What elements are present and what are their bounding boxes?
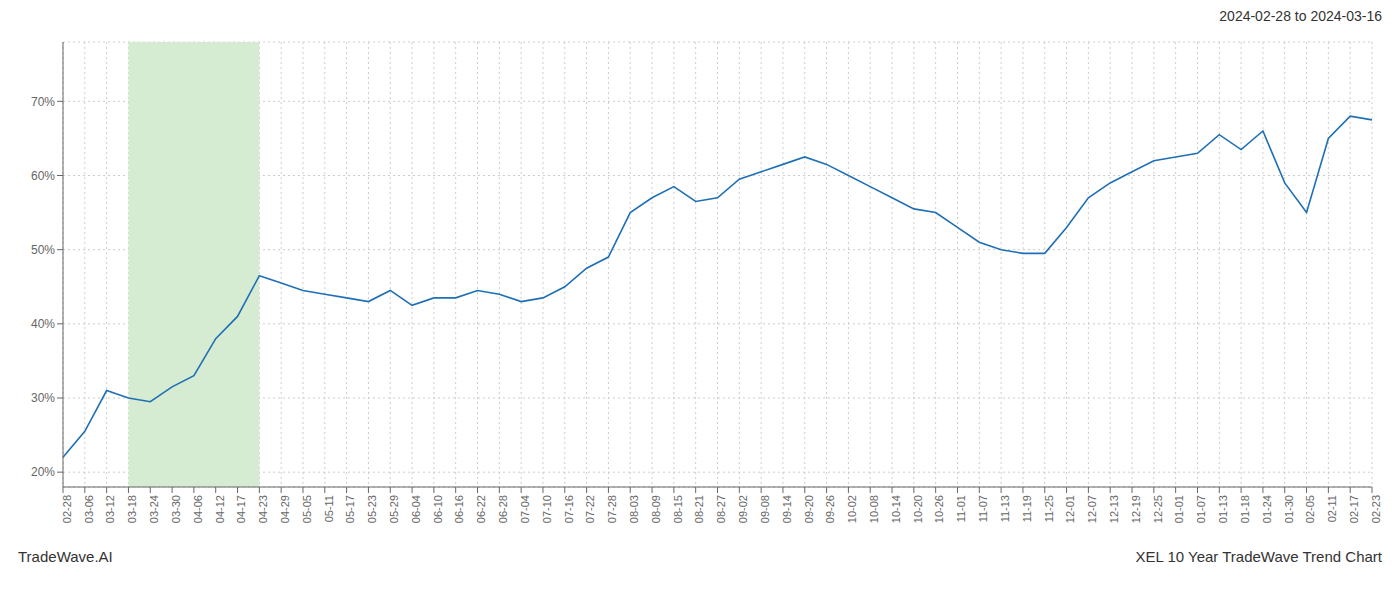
svg-text:04-12: 04-12 — [214, 495, 226, 523]
svg-text:06-10: 06-10 — [432, 495, 444, 523]
svg-text:09-14: 09-14 — [781, 495, 793, 523]
svg-text:09-08: 09-08 — [759, 495, 771, 523]
svg-text:08-09: 08-09 — [650, 495, 662, 523]
svg-text:03-30: 03-30 — [170, 495, 182, 523]
svg-text:08-21: 08-21 — [693, 495, 705, 523]
svg-text:05-17: 05-17 — [344, 495, 356, 523]
html-text:TradeWave.AI: TradeWave.AI — [18, 548, 113, 565]
svg-text:06-04: 06-04 — [410, 495, 422, 523]
svg-text:11-07: 11-07 — [977, 495, 989, 522]
svg-text:01-30: 01-30 — [1283, 495, 1295, 523]
svg-text:30%: 30% — [31, 391, 55, 405]
svg-text:10-20: 10-20 — [912, 495, 924, 523]
svg-text:11-13: 11-13 — [999, 495, 1011, 522]
svg-text:05-23: 05-23 — [366, 495, 378, 523]
svg-text:10-08: 10-08 — [868, 495, 880, 523]
svg-text:12-25: 12-25 — [1152, 495, 1164, 523]
svg-text:05-29: 05-29 — [388, 495, 400, 523]
svg-text:01-18: 01-18 — [1239, 495, 1251, 523]
svg-text:04-23: 04-23 — [257, 495, 269, 523]
html-text:2024-02-28 to 2024-03-16: 2024-02-28 to 2024-03-16 — [1219, 8, 1382, 24]
svg-text:20%: 20% — [31, 465, 55, 479]
svg-text:50%: 50% — [31, 243, 55, 257]
svg-text:07-22: 07-22 — [584, 495, 596, 523]
svg-text:04-29: 04-29 — [279, 495, 291, 523]
svg-text:40%: 40% — [31, 317, 55, 331]
svg-text:11-19: 11-19 — [1021, 495, 1033, 522]
svg-text:02-11: 02-11 — [1326, 495, 1338, 522]
svg-text:11-25: 11-25 — [1043, 495, 1055, 522]
svg-text:04-06: 04-06 — [192, 495, 204, 523]
svg-text:12-19: 12-19 — [1130, 495, 1142, 523]
svg-text:01-07: 01-07 — [1195, 495, 1207, 523]
svg-text:02-17: 02-17 — [1348, 495, 1360, 523]
svg-text:07-04: 07-04 — [519, 495, 531, 523]
svg-text:09-02: 09-02 — [737, 495, 749, 523]
svg-text:03-18: 03-18 — [126, 495, 138, 523]
svg-text:03-12: 03-12 — [104, 495, 116, 523]
svg-text:02-23: 02-23 — [1370, 495, 1382, 523]
svg-text:07-10: 07-10 — [541, 495, 553, 523]
svg-text:08-03: 08-03 — [628, 495, 640, 523]
svg-text:12-13: 12-13 — [1108, 495, 1120, 523]
svg-text:01-13: 01-13 — [1217, 495, 1229, 523]
svg-text:04-17: 04-17 — [235, 495, 247, 523]
svg-text:11-01: 11-01 — [955, 495, 967, 522]
svg-text:09-26: 09-26 — [824, 495, 836, 523]
svg-text:07-16: 07-16 — [563, 495, 575, 523]
svg-text:70%: 70% — [31, 95, 55, 109]
svg-text:12-01: 12-01 — [1064, 495, 1076, 523]
svg-text:12-07: 12-07 — [1086, 495, 1098, 523]
svg-text:10-26: 10-26 — [933, 495, 945, 523]
svg-text:07-28: 07-28 — [606, 495, 618, 523]
svg-text:05-11: 05-11 — [323, 495, 335, 522]
svg-text:01-01: 01-01 — [1173, 495, 1185, 523]
svg-text:06-16: 06-16 — [454, 495, 466, 523]
svg-text:03-24: 03-24 — [148, 495, 160, 523]
svg-text:10-02: 10-02 — [846, 495, 858, 523]
svg-text:05-05: 05-05 — [301, 495, 313, 523]
svg-text:02-28: 02-28 — [61, 495, 73, 523]
svg-text:03-06: 03-06 — [83, 495, 95, 523]
svg-text:06-22: 06-22 — [475, 495, 487, 523]
svg-text:60%: 60% — [31, 169, 55, 183]
svg-text:10-14: 10-14 — [890, 495, 902, 523]
svg-text:06-28: 06-28 — [497, 495, 509, 523]
svg-text:09-20: 09-20 — [803, 495, 815, 523]
svg-text:08-15: 08-15 — [672, 495, 684, 523]
svg-text:02-05: 02-05 — [1304, 495, 1316, 523]
html-text:XEL 10 Year TradeWave Trend Ch: XEL 10 Year TradeWave Trend Chart — [1135, 548, 1382, 565]
svg-text:01-24: 01-24 — [1261, 495, 1273, 523]
svg-text:08-27: 08-27 — [715, 495, 727, 523]
